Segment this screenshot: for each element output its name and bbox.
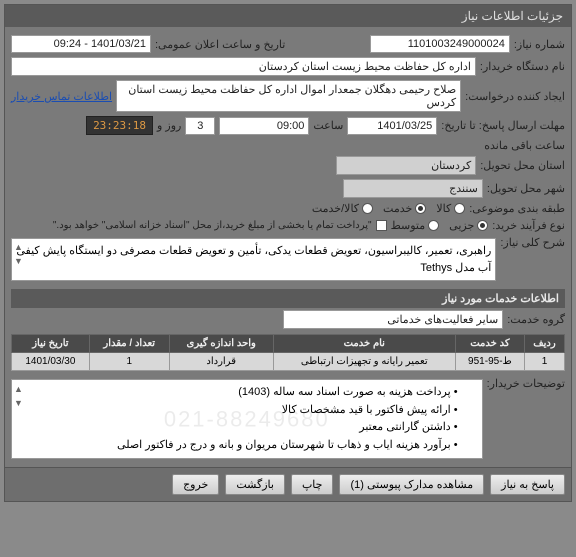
- note-line: • ارائه پیش فاکتور با قید مشخصات کالا: [16, 402, 458, 420]
- radio-khedmat-label: خدمت: [383, 202, 412, 215]
- buyer-notes-label: توضیحات خریدار:: [487, 377, 565, 390]
- city-label: شهر محل تحویل:: [487, 182, 565, 195]
- deadline-label: مهلت ارسال پاسخ: تا تاریخ:: [441, 119, 565, 132]
- radio-kala-label: کالا: [436, 202, 451, 215]
- need-no-label: شماره نیاز:: [514, 38, 565, 51]
- table-header: تاریخ نیاز: [12, 335, 90, 353]
- print-button[interactable]: چاپ: [291, 474, 334, 495]
- city-value: سنندج: [343, 179, 483, 198]
- description-text: راهبری، تعمیر، کالیبراسیون، تعویض قطعات …: [16, 245, 491, 274]
- note-line: • داشتن گارانتی معتبر: [16, 419, 458, 437]
- need-no-value: 1101003249000024: [370, 35, 510, 53]
- countdown-timer: 23:23:18: [86, 116, 153, 135]
- table-cell: 1401/03/30: [12, 353, 90, 371]
- services-table: ردیفکد خدمتنام خدمتواحد اندازه گیریتعداد…: [11, 334, 565, 371]
- window-title: جزئیات اطلاعات نیاز: [5, 5, 571, 27]
- table-cell: 1: [89, 353, 169, 371]
- buyer-notes-box: ▲▼ 021-88249680 • پرداخت هزینه به صورت ا…: [11, 379, 483, 459]
- attachments-button[interactable]: مشاهده مدارک پیوستی (1): [339, 474, 484, 495]
- payment-note: "پرداخت تمام یا بخشی از مبلغ خرید،از محل…: [53, 220, 372, 231]
- radio-both[interactable]: [362, 203, 373, 214]
- requester-label: ایجاد کننده درخواست:: [465, 90, 565, 103]
- requester-value: صلاح رحیمی دهگلان جمعدار اموال اداره کل …: [116, 80, 461, 112]
- table-header: کد خدمت: [455, 335, 524, 353]
- pubdate-label: تاریخ و ساعت اعلان عمومی:: [155, 38, 285, 51]
- province-label: استان محل تحویل:: [480, 159, 565, 172]
- hour-label: ساعت: [313, 119, 343, 132]
- days-value: 3: [185, 117, 215, 135]
- radio-jozi-label: جزیی: [449, 219, 474, 232]
- deadline-date: 1401/03/25: [347, 117, 437, 135]
- description-box: ▲▼ راهبری، تعمیر، کالیبراسیون، تعویض قطع…: [11, 238, 496, 281]
- scroll-icon[interactable]: ▲▼: [14, 241, 23, 268]
- pubdate-value: 1401/03/21 - 09:24: [11, 35, 151, 53]
- table-header: واحد اندازه گیری: [169, 335, 273, 353]
- table-cell: قرارداد: [169, 353, 273, 371]
- radio-both-label: کالا/خدمت: [312, 202, 359, 215]
- note-line: • برآورد هزینه ایاب و ذهاب تا شهرستان مر…: [16, 437, 458, 455]
- radio-kala[interactable]: [454, 203, 465, 214]
- category-radio-group: کالا خدمت کالا/خدمت: [312, 202, 465, 215]
- table-cell: ط-95-951: [455, 353, 524, 371]
- buytype-label: نوع فرآیند خرید:: [492, 219, 565, 232]
- group-label: گروه خدمت:: [507, 313, 565, 326]
- desc-label: شرح کلی نیاز:: [500, 236, 565, 249]
- group-value: سایر فعالیت‌های خدماتی: [283, 310, 503, 329]
- table-cell: تعمیر رایانه و تجهیزات ارتباطی: [273, 353, 455, 371]
- radio-motevaset-label: متوسط: [391, 219, 426, 232]
- days-label: روز و: [157, 119, 181, 132]
- note-line: • پرداخت هزینه به صورت اسناد سه ساله (14…: [16, 384, 458, 402]
- radio-khedmat[interactable]: [415, 203, 426, 214]
- deadline-hour: 09:00: [219, 117, 309, 135]
- radio-jozi[interactable]: [477, 220, 488, 231]
- form-content: شماره نیاز: 1101003249000024 تاریخ و ساع…: [5, 27, 571, 467]
- radio-motevaset[interactable]: [428, 220, 439, 231]
- buytype-radio-group: جزیی متوسط: [391, 219, 489, 232]
- payment-checkbox[interactable]: [376, 220, 387, 231]
- button-bar: پاسخ به نیاز مشاهده مدارک پیوستی (1) چاپ…: [5, 467, 571, 501]
- buyer-label: نام دستگاه خریدار:: [480, 60, 565, 73]
- table-cell: 1: [524, 353, 564, 371]
- respond-button[interactable]: پاسخ به نیاز: [490, 474, 565, 495]
- buyer-value: اداره کل حفاظت محیط زیست استان کردستان: [11, 57, 476, 76]
- category-label: طبقه بندی موضوعی:: [469, 202, 565, 215]
- exit-button[interactable]: خروج: [172, 474, 219, 495]
- back-button[interactable]: بازگشت: [225, 474, 285, 495]
- services-section-header: اطلاعات خدمات مورد نیاز: [11, 289, 565, 308]
- table-header: ردیف: [524, 335, 564, 353]
- contact-link[interactable]: اطلاعات تماس خریدار: [11, 90, 112, 103]
- remain-label: ساعت باقی مانده: [484, 139, 565, 152]
- notes-scroll-icon[interactable]: ▲▼: [14, 382, 23, 411]
- details-window: جزئیات اطلاعات نیاز شماره نیاز: 11010032…: [4, 4, 572, 502]
- table-header: نام خدمت: [273, 335, 455, 353]
- table-header: تعداد / مقدار: [89, 335, 169, 353]
- province-value: کردستان: [336, 156, 476, 175]
- table-row[interactable]: 1ط-95-951تعمیر رایانه و تجهیزات ارتباطیق…: [12, 353, 565, 371]
